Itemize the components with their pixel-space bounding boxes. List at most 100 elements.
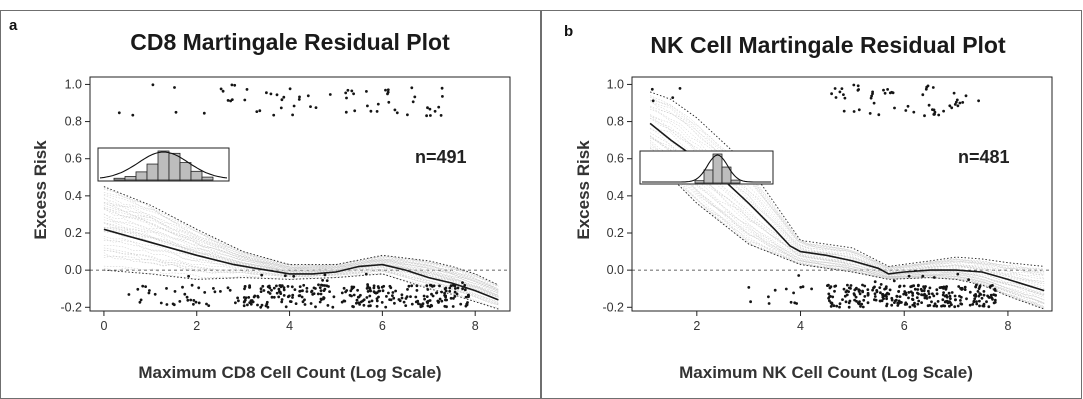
data-point (259, 287, 263, 291)
x-tick-label: 6 (379, 319, 386, 333)
data-point (977, 294, 981, 298)
data-point (872, 286, 875, 290)
data-point (310, 290, 313, 294)
data-point (344, 110, 348, 114)
data-point (973, 294, 976, 297)
data-point (856, 84, 860, 88)
data-point (879, 291, 882, 295)
data-point (144, 285, 148, 288)
data-point (953, 305, 957, 309)
data-point (927, 289, 930, 293)
data-point (831, 295, 835, 299)
data-point (367, 304, 371, 308)
data-point (272, 295, 276, 299)
data-point (452, 297, 455, 300)
inset-bar (146, 163, 159, 181)
ci-upper-line (649, 91, 1045, 267)
inset-density-curve (99, 151, 228, 179)
data-point (882, 88, 885, 92)
data-point (827, 292, 831, 296)
data-point (430, 292, 433, 296)
data-point (319, 289, 323, 292)
data-point (942, 291, 945, 294)
bootstrap-line (649, 150, 1045, 305)
data-point (933, 302, 937, 306)
data-point (183, 292, 187, 296)
data-point (245, 88, 249, 91)
data-point (429, 283, 432, 287)
data-point (833, 289, 836, 293)
data-point (964, 94, 968, 98)
data-point (219, 87, 223, 91)
data-point (178, 300, 182, 303)
data-point (275, 284, 278, 288)
data-point (301, 300, 305, 304)
data-point (278, 290, 282, 294)
data-point (963, 285, 967, 289)
x-tick-label: 8 (472, 319, 479, 333)
data-point (369, 109, 373, 113)
data-point (937, 113, 941, 117)
data-point (910, 285, 914, 288)
inset-histogram (97, 147, 230, 182)
data-point (391, 291, 395, 294)
data-point (275, 291, 279, 295)
data-point (286, 285, 290, 288)
data-point (243, 298, 247, 302)
data-point (861, 305, 865, 309)
data-point (444, 289, 448, 293)
data-point (855, 299, 858, 303)
data-point (857, 108, 861, 112)
data-point (453, 290, 457, 294)
data-point (453, 295, 457, 298)
data-point (314, 106, 318, 109)
data-point (393, 301, 396, 305)
data-point (841, 298, 844, 301)
data-point (282, 294, 286, 297)
data-point (439, 114, 443, 117)
data-point (971, 303, 975, 306)
data-point (298, 285, 302, 288)
data-point (265, 91, 268, 95)
data-point (834, 284, 838, 288)
data-point (343, 299, 347, 303)
data-point (159, 301, 163, 305)
x-tick-label: 0 (100, 319, 107, 333)
data-point (340, 291, 344, 295)
data-point (877, 113, 881, 117)
data-point (940, 304, 943, 308)
data-point (328, 290, 331, 293)
data-point (857, 302, 861, 306)
data-point (428, 107, 432, 111)
data-point (747, 286, 751, 289)
bootstrap-line (650, 95, 1045, 269)
data-point (861, 283, 864, 287)
data-point (965, 297, 968, 301)
data-point (260, 273, 264, 277)
data-point (323, 273, 327, 277)
data-point (866, 293, 870, 297)
inset-bar (157, 150, 170, 181)
data-point (861, 289, 864, 293)
data-point (890, 90, 894, 94)
data-point (246, 303, 249, 307)
data-point (898, 295, 902, 298)
data-point (429, 303, 433, 307)
data-point (444, 295, 447, 299)
data-point (213, 290, 217, 294)
data-point (265, 302, 269, 306)
data-point (959, 295, 963, 299)
data-point (904, 291, 908, 295)
data-point (977, 287, 981, 290)
data-point (943, 300, 947, 304)
bootstrap-line (103, 207, 499, 293)
data-point (435, 291, 438, 295)
data-point (981, 304, 985, 308)
data-point (826, 284, 829, 287)
data-point (280, 98, 284, 102)
x-tick-label: 2 (693, 319, 700, 333)
data-point (323, 284, 327, 287)
data-point (417, 302, 420, 306)
data-point (939, 286, 943, 289)
data-point (810, 287, 813, 291)
